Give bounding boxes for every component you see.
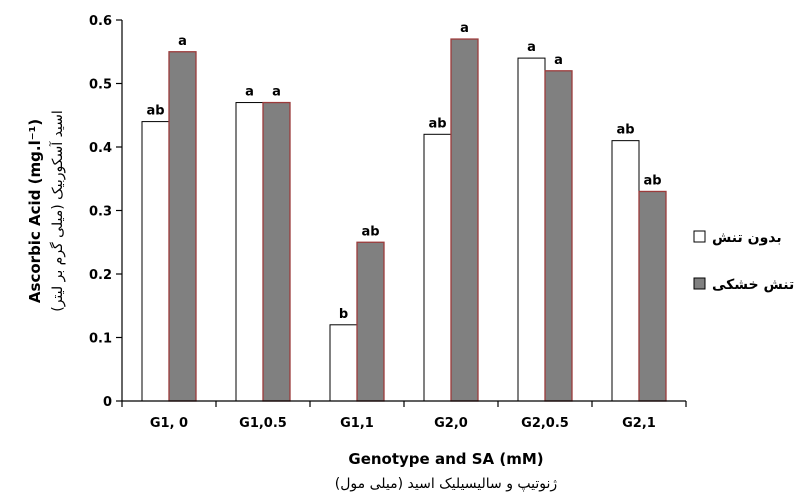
- legend: بدون تنش تنش خشکی: [693, 230, 794, 293]
- significance-label: ab: [616, 123, 634, 138]
- legend-swatch-no-stress: [693, 230, 706, 243]
- x-axis-title-fa: ژنوتیپ و سالیسیلیک اسید (میلی مول): [335, 476, 558, 492]
- significance-label: a: [460, 21, 469, 36]
- bar-drought-stress: [544, 70, 573, 402]
- y-tick-label: 0.1: [89, 332, 112, 347]
- legend-label-drought-stress: تنش خشکی: [712, 277, 794, 293]
- y-axis-title-fa: اسید آسکوربیک (میلی گرم بر لیتر): [49, 110, 66, 312]
- significance-label: b: [339, 307, 348, 322]
- x-tick-label: G1,1: [340, 416, 374, 431]
- bar-no-stress: [141, 121, 170, 402]
- y-axis-title: Ascorbic Acid (mg.l⁻¹): [26, 119, 44, 303]
- y-tick-label: 0: [103, 395, 112, 410]
- y-tick-label: 0.5: [89, 78, 112, 93]
- x-tick-label: G2,0: [434, 416, 468, 431]
- significance-label: ab: [146, 104, 164, 119]
- bar-drought-stress: [168, 51, 197, 402]
- bar-no-stress: [611, 140, 640, 402]
- bar-drought-stress: [638, 190, 667, 402]
- x-tick-label: G2,0.5: [521, 416, 569, 431]
- bars: [141, 38, 667, 402]
- y-tick-label: 0.3: [89, 205, 112, 220]
- significance-label: ab: [361, 224, 379, 239]
- bar-no-stress: [423, 133, 452, 402]
- y-tick-label: 0.6: [89, 14, 112, 29]
- significance-label: ab: [643, 173, 661, 188]
- bar-drought-stress: [262, 101, 291, 402]
- legend-label-no-stress: بدون تنش: [712, 230, 782, 246]
- x-tick-label: G1,0.5: [239, 416, 287, 431]
- x-tick-label: G1, 0: [150, 416, 188, 431]
- bar-no-stress: [235, 102, 264, 402]
- x-tick-label: G2,1: [622, 416, 656, 431]
- y-tick-label: 0.2: [89, 268, 112, 283]
- y-axis-ticks: 0 0.1 0.2 0.3 0.4 0.5 0.6: [89, 14, 122, 410]
- significance-label: ab: [428, 116, 446, 131]
- bar-drought-stress: [450, 38, 479, 402]
- bar-no-stress: [329, 324, 358, 402]
- legend-swatch-drought-stress: [693, 277, 706, 290]
- significance-label: a: [527, 40, 536, 55]
- bar-drought-stress: [356, 241, 385, 402]
- x-axis-ticks: G1, 0 G1,0.5 G1,1 G2,0 G2,0.5 G2,1: [121, 401, 687, 431]
- significance-label: a: [272, 85, 281, 100]
- significance-label: a: [178, 34, 187, 49]
- bar-no-stress: [517, 57, 546, 402]
- significance-label: a: [245, 85, 254, 100]
- y-tick-label: 0.4: [89, 141, 112, 156]
- x-axis-title: Genotype and SA (mM): [348, 450, 543, 468]
- significance-label: a: [554, 53, 563, 68]
